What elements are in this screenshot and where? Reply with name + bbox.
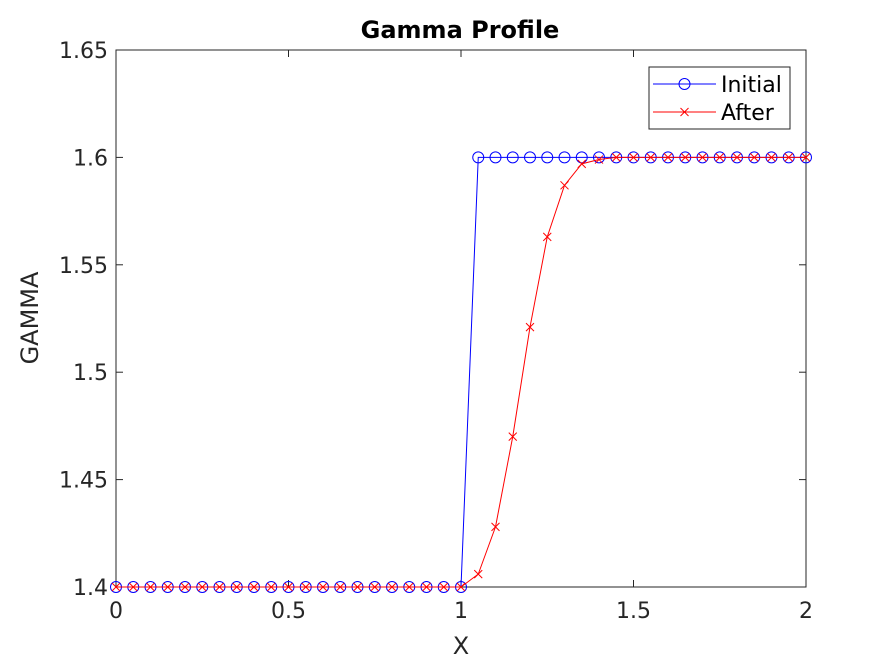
data-point-initial — [593, 151, 605, 164]
data-point-after — [370, 582, 380, 592]
data-point-after — [801, 153, 811, 162]
data-point-initial — [524, 151, 536, 164]
x-tick-label: 2 — [799, 599, 813, 624]
y-tick-label: 1.55 — [59, 254, 108, 279]
data-point-after — [594, 155, 604, 164]
data-point-after — [146, 582, 155, 592]
data-point-after — [560, 180, 569, 190]
data-point-after — [111, 582, 121, 592]
data-point-after — [784, 153, 794, 162]
y-tick-label: 1.5 — [73, 361, 108, 386]
legend-entry-initial: Initial — [653, 73, 782, 98]
data-point-after — [439, 582, 449, 592]
x-axis-label: X — [453, 632, 469, 660]
data-point-after — [663, 153, 673, 162]
data-point-after — [197, 582, 207, 592]
series-layer — [110, 151, 812, 593]
data-point-after — [318, 582, 328, 592]
data-point-after — [629, 153, 638, 162]
data-point-after — [680, 153, 690, 162]
y-axis-label: GAMMA — [16, 271, 44, 364]
x-tick-label: 0 — [109, 599, 123, 624]
data-point-after — [473, 569, 483, 579]
data-point-after — [301, 582, 311, 592]
data-point-after — [491, 522, 500, 532]
legend-entry-after: After — [653, 101, 775, 126]
data-point-initial — [489, 151, 502, 164]
y-tick-label: 1.6 — [73, 146, 108, 171]
data-point-after — [404, 582, 414, 592]
data-point-after — [577, 159, 587, 169]
data-point-after — [749, 153, 759, 162]
x-tick-label: 0.5 — [271, 599, 306, 624]
data-point-initial — [558, 151, 571, 164]
data-point-after — [646, 153, 656, 162]
data-point-after — [249, 582, 259, 592]
chart-title: Gamma Profile — [361, 16, 560, 44]
data-point-initial — [506, 151, 519, 164]
data-point-after — [387, 582, 397, 592]
data-point-after — [456, 582, 466, 592]
data-point-after — [422, 582, 431, 592]
data-point-after — [284, 582, 293, 592]
data-point-after — [353, 582, 362, 592]
data-point-after — [163, 582, 173, 592]
data-point-after — [767, 153, 776, 162]
data-point-after — [266, 582, 276, 592]
data-point-initial — [575, 151, 588, 164]
data-point-after — [611, 153, 621, 162]
data-point-after — [335, 582, 345, 592]
data-point-after — [525, 322, 535, 332]
data-point-after — [215, 582, 224, 592]
axis-ticks: 0 0.5 1 1.5 2 1.4 1.45 1.5 1.55 1.6 1.65 — [59, 39, 813, 624]
data-point-after — [715, 153, 725, 162]
x-tick-label: 1 — [454, 599, 468, 624]
y-tick-label: 1.65 — [59, 39, 108, 64]
data-point-after — [232, 582, 242, 592]
data-point-after — [698, 153, 707, 162]
y-tick-label: 1.45 — [59, 469, 108, 494]
legend-marker — [680, 107, 689, 117]
data-point-after — [128, 582, 138, 592]
legend: Initial After — [648, 66, 791, 130]
data-point-after — [180, 582, 190, 592]
data-point-initial — [472, 151, 485, 164]
legend-marker — [678, 78, 691, 90]
y-tick-label: 1.4 — [73, 576, 108, 601]
legend-label: Initial — [721, 73, 782, 98]
data-point-after — [732, 153, 742, 162]
legend-label: After — [721, 101, 775, 126]
legend-box — [648, 66, 791, 130]
data-point-after — [542, 232, 552, 242]
data-point-after — [508, 432, 518, 441]
data-point-initial — [541, 151, 554, 164]
plot-area — [115, 49, 807, 588]
x-tick-label: 1.5 — [616, 599, 651, 624]
